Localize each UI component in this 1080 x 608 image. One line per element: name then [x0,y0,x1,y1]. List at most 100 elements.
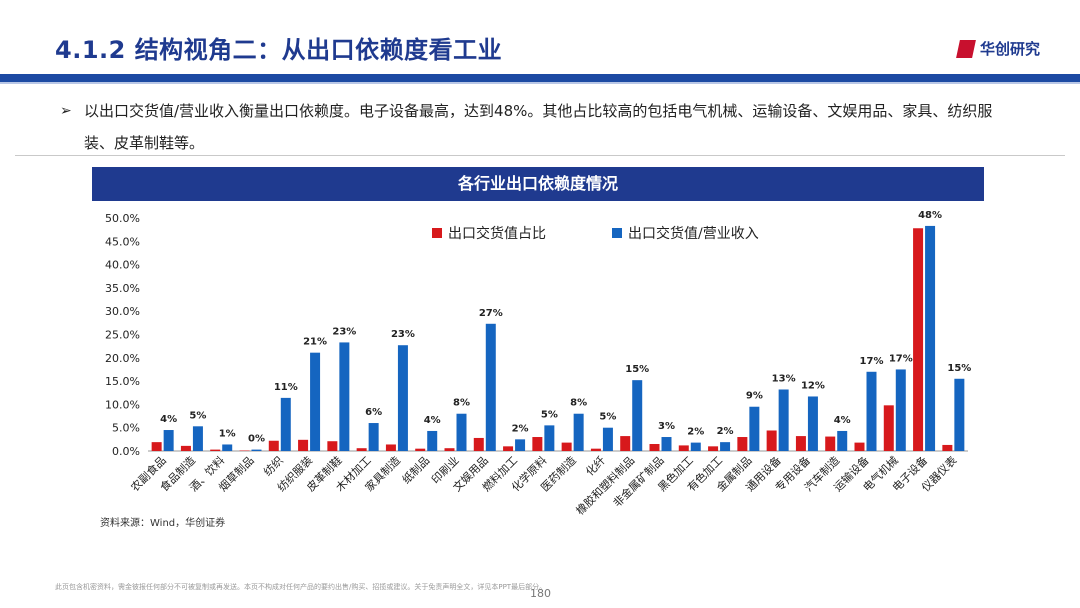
data-label: 2% [687,427,704,438]
legend-label-export-ratio: 出口交货值/营业收入 [628,225,759,242]
bar-export-share [298,439,309,451]
legend-swatch-export-share [432,228,442,238]
bar-export-share [268,440,279,451]
bar-export-ratio [778,389,789,451]
data-label: 21% [303,337,327,348]
bar-export-ratio [720,442,731,451]
data-label: 2% [512,423,529,434]
bar-export-ratio [661,437,672,451]
bar-export-ratio [163,430,174,451]
data-label: 15% [625,364,649,375]
y-tick-label: 10.0% [105,398,140,411]
bar-export-share [356,448,367,451]
y-tick-label: 20.0% [105,352,140,365]
data-label: 6% [365,407,382,418]
bar-export-ratio [456,413,467,451]
bar-export-share [180,445,191,451]
y-tick-label: 45.0% [105,235,140,248]
y-tick-label: 40.0% [105,259,140,272]
bar-export-ratio [602,427,613,451]
data-label: 9% [746,391,763,402]
bar-export-share [825,436,836,451]
data-label: 27% [479,308,503,319]
bar-export-share [415,448,426,451]
x-tick-label: 纸制品 [400,454,433,487]
y-tick-label: 50.0% [105,212,140,225]
bullet-arrow-icon: ➢ [60,103,72,119]
data-label: 5% [541,409,558,420]
bar-export-ratio [192,426,203,451]
summary-text: 以出口交货值/营业收入衡量出口依赖度。电子设备最高，达到48%。其他占比较高的包… [84,102,993,152]
y-tick-label: 25.0% [105,329,140,342]
bar-export-ratio [544,425,555,451]
bar-export-ratio [222,444,233,451]
bar-export-ratio [339,342,350,451]
data-label: 8% [570,398,587,409]
bar-export-ratio [925,225,936,451]
bar-export-ratio [895,369,906,451]
y-tick-label: 35.0% [105,282,140,295]
data-label: 23% [332,326,356,337]
data-label: 4% [160,414,177,425]
page-number: 180 [530,587,551,600]
bar-export-ratio [837,430,848,451]
bar-export-ratio [573,413,584,451]
data-label: 2% [717,426,734,437]
data-label: 12% [801,380,825,391]
bar-export-ratio [368,423,379,451]
bar-export-ratio [515,439,526,451]
bar-export-ratio [485,323,496,451]
bar-export-ratio [954,378,965,451]
bar-export-ratio [749,406,760,451]
bar-export-share [854,442,865,451]
y-tick-label: 30.0% [105,305,140,318]
bar-export-share [620,436,631,451]
source-note: 资料来源：Wind，华创证券 [100,518,226,529]
bar-export-share [913,228,924,451]
bar-export-share [766,430,777,451]
header-rule-thin [0,82,1080,84]
y-tick-label: 0.0% [112,445,140,458]
header-rule [0,74,1080,82]
bar-export-share [327,441,338,451]
brand-logo: 华创研究 [956,38,1040,59]
bar-export-share [210,449,221,451]
data-label: 3% [658,421,675,432]
bar-export-share [473,437,484,451]
bar-export-share [795,436,806,451]
bar-export-ratio [280,397,291,451]
y-tick-label: 15.0% [105,375,140,388]
legend-label-export-share: 出口交货值占比 [448,225,546,242]
bar-export-share [708,446,719,451]
bar-export-ratio [866,371,877,451]
logo-text: 华创研究 [979,40,1040,58]
data-label: 5% [599,412,616,423]
bar-export-share [942,444,953,451]
bar-export-ratio [632,380,643,451]
data-label: 4% [424,415,441,426]
chart-banner: 各行业出口依赖度情况 [92,167,984,201]
data-label: 8% [453,398,470,409]
bar-export-share [590,448,601,451]
data-label: 17% [860,356,884,367]
x-tick-label: 化纤 [583,453,608,478]
data-label: 11% [274,382,298,393]
data-label: 17% [889,353,913,364]
bar-export-share [532,437,543,451]
data-label: 0% [248,434,265,445]
data-label: 15% [947,363,971,374]
bar-export-share [503,446,514,451]
data-label: 13% [772,373,796,384]
divider [15,155,1065,156]
bar-export-share [444,448,455,451]
bar-export-share [151,442,162,451]
y-tick-label: 5.0% [112,422,140,435]
bar-export-ratio [690,442,701,451]
page-title: 4.1.2 结构视角二：从出口依赖度看工业 [55,36,503,64]
bar-export-share [737,437,748,451]
bar-export-ratio [427,430,438,451]
bar-export-ratio [251,449,262,451]
data-label: 23% [391,329,415,340]
summary-bullet: ➢ 以出口交货值/营业收入衡量出口依赖度。电子设备最高，达到48%。其他占比较高… [60,95,1020,159]
